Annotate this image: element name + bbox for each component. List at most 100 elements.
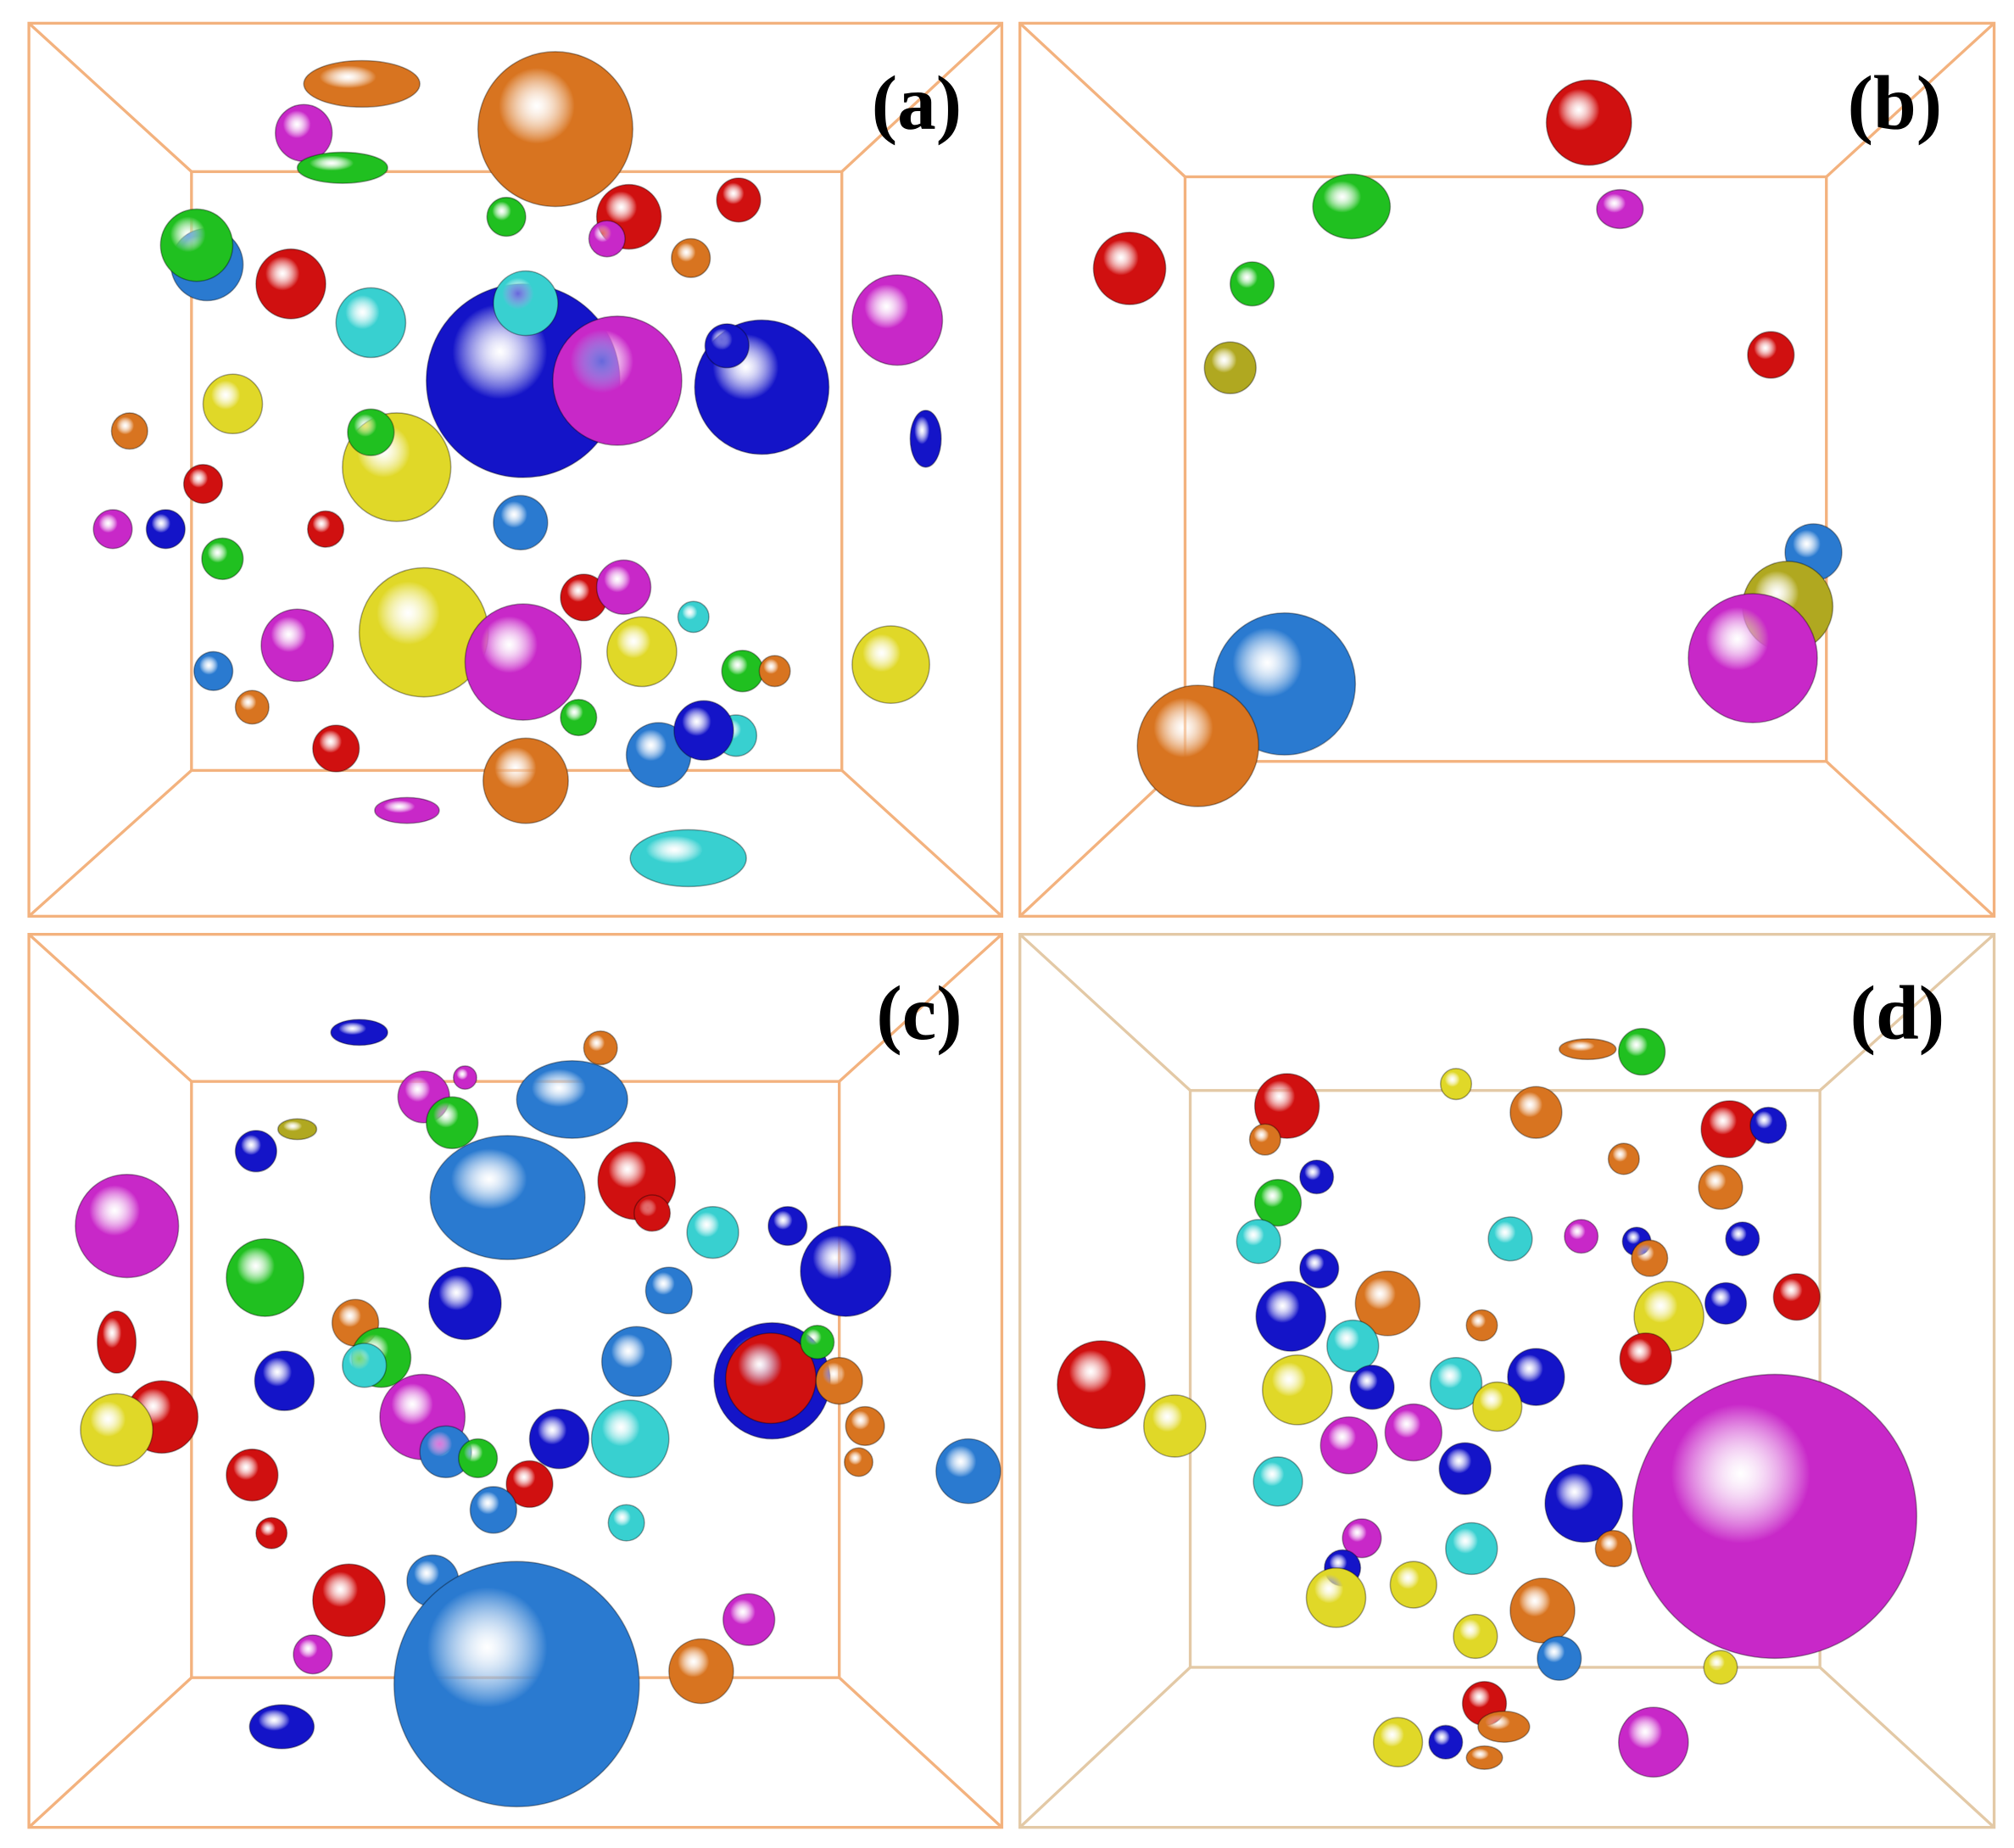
pore bbox=[96, 1310, 137, 1374]
panel-a: (a) bbox=[27, 21, 1004, 918]
pore bbox=[851, 625, 930, 705]
pore bbox=[800, 1324, 835, 1360]
pore bbox=[1319, 1416, 1378, 1475]
pore bbox=[202, 373, 264, 435]
pore bbox=[815, 1357, 863, 1405]
pore bbox=[429, 1135, 586, 1260]
pore bbox=[145, 509, 186, 550]
pore bbox=[425, 1096, 479, 1150]
pore bbox=[1342, 1518, 1382, 1559]
pore bbox=[1136, 684, 1259, 807]
pore bbox=[428, 1266, 502, 1341]
pore bbox=[1537, 1635, 1582, 1681]
pore bbox=[1349, 1365, 1395, 1410]
pore bbox=[1453, 1613, 1498, 1660]
pore bbox=[493, 270, 559, 337]
pore bbox=[255, 248, 326, 320]
pore bbox=[1236, 1219, 1281, 1265]
pore bbox=[486, 197, 527, 237]
pore bbox=[493, 494, 549, 550]
pore bbox=[1618, 1706, 1689, 1778]
pore bbox=[845, 1405, 885, 1447]
pore bbox=[1564, 1219, 1599, 1254]
pore bbox=[583, 1030, 618, 1066]
pore bbox=[75, 1173, 180, 1279]
pore bbox=[716, 177, 762, 223]
pore bbox=[909, 410, 942, 468]
pore bbox=[1465, 1309, 1498, 1342]
pore bbox=[312, 724, 360, 773]
pores bbox=[1057, 1027, 1918, 1778]
pore bbox=[1703, 1650, 1738, 1685]
pore bbox=[296, 151, 388, 184]
pore bbox=[254, 1350, 315, 1411]
pore bbox=[686, 1205, 739, 1259]
pore bbox=[1262, 1354, 1333, 1426]
pore bbox=[722, 1593, 776, 1646]
pore bbox=[1429, 1357, 1483, 1410]
pore bbox=[452, 1065, 477, 1091]
pore bbox=[293, 1634, 333, 1675]
pore bbox=[644, 1266, 693, 1315]
pore bbox=[560, 698, 598, 737]
pore bbox=[92, 509, 133, 550]
pore bbox=[600, 1326, 672, 1398]
pore bbox=[307, 510, 345, 548]
pore bbox=[248, 1704, 315, 1750]
pore bbox=[704, 323, 750, 369]
pore bbox=[274, 103, 333, 162]
pore bbox=[668, 1638, 734, 1705]
pore bbox=[1253, 1179, 1303, 1227]
pore bbox=[1688, 593, 1818, 723]
panel-label: (d) bbox=[1850, 970, 1945, 1056]
pore bbox=[482, 737, 569, 824]
panel-label: (b) bbox=[1848, 60, 1943, 146]
pore bbox=[673, 700, 734, 762]
panel-d: (d) bbox=[1018, 932, 1996, 1829]
pore bbox=[516, 1060, 628, 1139]
pore bbox=[234, 1130, 278, 1173]
pore bbox=[1594, 1529, 1632, 1568]
pore bbox=[1618, 1027, 1666, 1076]
pore bbox=[633, 1194, 672, 1232]
pore bbox=[1389, 1560, 1437, 1609]
pore bbox=[1507, 1348, 1565, 1406]
pore bbox=[1477, 1710, 1531, 1743]
pore bbox=[1092, 232, 1167, 305]
pore bbox=[193, 650, 234, 691]
pore bbox=[330, 1019, 388, 1047]
pore bbox=[588, 220, 626, 258]
pore bbox=[1487, 1216, 1533, 1262]
pore bbox=[758, 655, 791, 688]
pore bbox=[1725, 1221, 1760, 1257]
panel-b: (b) bbox=[1018, 21, 1996, 918]
pore bbox=[1545, 79, 1632, 166]
pore bbox=[1509, 1577, 1576, 1644]
pore bbox=[505, 1460, 554, 1509]
pore bbox=[1372, 1717, 1424, 1767]
pore bbox=[721, 650, 764, 693]
pores bbox=[92, 51, 944, 888]
pore bbox=[935, 1438, 1001, 1505]
pore bbox=[1384, 1403, 1443, 1462]
panel-label: (a) bbox=[872, 60, 962, 146]
pore bbox=[234, 690, 270, 725]
pore bbox=[1354, 1270, 1421, 1337]
pore bbox=[1544, 1464, 1624, 1544]
pore bbox=[1248, 1123, 1281, 1156]
pore bbox=[1559, 1038, 1617, 1061]
pore bbox=[1252, 1456, 1303, 1507]
pore bbox=[851, 274, 944, 366]
pore bbox=[1631, 1239, 1669, 1277]
pore bbox=[1698, 1164, 1743, 1210]
pore bbox=[477, 51, 633, 208]
pore bbox=[1057, 1340, 1146, 1430]
pore bbox=[528, 1408, 590, 1470]
pore bbox=[1747, 331, 1795, 379]
pore bbox=[1596, 188, 1644, 230]
pore bbox=[1632, 1373, 1918, 1660]
pore bbox=[1700, 1100, 1759, 1158]
pore bbox=[1465, 1745, 1504, 1770]
